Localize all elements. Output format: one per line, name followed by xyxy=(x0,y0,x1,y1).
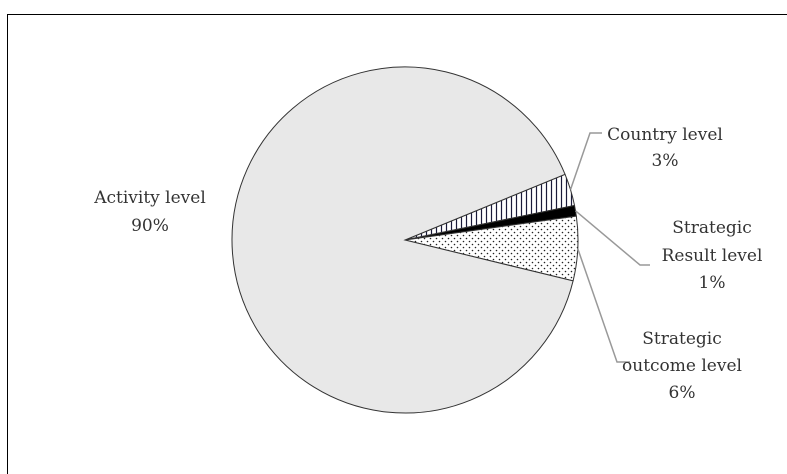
label-country-value: 3% xyxy=(652,151,679,171)
leader-outcome xyxy=(577,248,630,363)
label-activity-name: Activity level xyxy=(93,188,206,208)
label-country-name: Country level xyxy=(607,125,723,145)
chart-frame xyxy=(7,14,787,474)
leader-country xyxy=(569,132,602,190)
label-result-name-1: Strategic xyxy=(672,218,751,238)
label-outcome-name-2: outcome level xyxy=(622,356,742,376)
label-outcome-value: 6% xyxy=(669,383,696,403)
leader-result xyxy=(575,210,650,266)
label-result-name-2: Result level xyxy=(662,246,763,266)
label-activity-value: 90% xyxy=(131,216,169,236)
pie-chart: Activity level 90% Country level 3% Stra… xyxy=(93,66,763,414)
pie-slice-activity-level xyxy=(231,66,574,414)
label-outcome-name-1: Strategic xyxy=(642,329,721,349)
label-result-value: 1% xyxy=(699,273,726,293)
